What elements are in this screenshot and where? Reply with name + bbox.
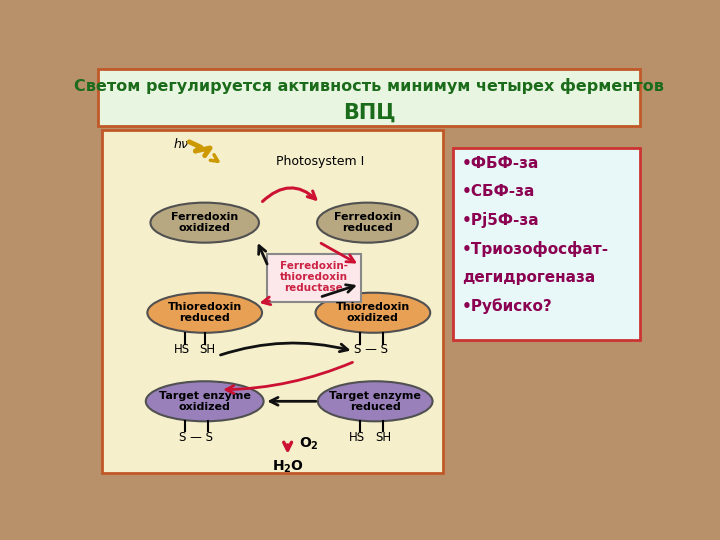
Text: reduced: reduced bbox=[342, 223, 393, 233]
Text: S — S: S — S bbox=[354, 343, 388, 356]
Ellipse shape bbox=[148, 293, 262, 333]
Text: Thioredoxin: Thioredoxin bbox=[336, 302, 410, 312]
Text: S — S: S — S bbox=[179, 431, 213, 444]
Text: $h\nu$: $h\nu$ bbox=[173, 137, 190, 151]
Text: Target enzyme: Target enzyme bbox=[159, 391, 251, 401]
Text: Ferredoxin: Ferredoxin bbox=[171, 212, 238, 222]
Text: $\mathbf{H_2O}$: $\mathbf{H_2O}$ bbox=[271, 458, 304, 475]
Text: reduced: reduced bbox=[350, 402, 400, 411]
Text: oxidized: oxidized bbox=[347, 313, 399, 323]
FancyBboxPatch shape bbox=[102, 130, 443, 473]
Ellipse shape bbox=[317, 202, 418, 242]
Ellipse shape bbox=[318, 381, 433, 421]
Ellipse shape bbox=[150, 202, 259, 242]
Text: Ferredoxin-: Ferredoxin- bbox=[280, 261, 348, 271]
Text: reductase: reductase bbox=[284, 283, 343, 293]
Text: HS: HS bbox=[174, 343, 190, 356]
Text: SH: SH bbox=[199, 343, 215, 356]
Text: Target enzyme: Target enzyme bbox=[329, 391, 421, 401]
Text: $\mathbf{O_2}$: $\mathbf{O_2}$ bbox=[299, 435, 318, 452]
Text: reduced: reduced bbox=[179, 313, 230, 323]
Text: •Рубиско?: •Рубиско? bbox=[462, 298, 553, 314]
Text: •ФБФ-за: •ФБФ-за bbox=[462, 156, 539, 171]
Text: SH: SH bbox=[376, 431, 392, 444]
Text: •Рј5Ф-за: •Рј5Ф-за bbox=[462, 212, 539, 228]
Text: •Триозофосфат-: •Триозофосфат- bbox=[462, 241, 609, 257]
Text: HS: HS bbox=[349, 431, 366, 444]
Ellipse shape bbox=[145, 381, 264, 421]
Text: thioredoxin: thioredoxin bbox=[280, 272, 348, 281]
Text: ВПЦ: ВПЦ bbox=[343, 103, 395, 123]
FancyBboxPatch shape bbox=[266, 254, 361, 302]
Text: Thioredoxin: Thioredoxin bbox=[168, 302, 242, 312]
Text: Ferredoxin: Ferredoxin bbox=[334, 212, 401, 222]
FancyBboxPatch shape bbox=[98, 69, 640, 126]
Text: Photosystem I: Photosystem I bbox=[276, 154, 364, 167]
FancyBboxPatch shape bbox=[453, 148, 640, 340]
Text: oxidized: oxidized bbox=[179, 402, 230, 411]
Text: Светом регулируется активность минимум четырех ферментов: Светом регулируется активность минимум ч… bbox=[74, 78, 664, 93]
Text: oxidized: oxidized bbox=[179, 223, 230, 233]
Text: дегидрогеназа: дегидрогеназа bbox=[462, 270, 595, 285]
Ellipse shape bbox=[315, 293, 431, 333]
Text: •СБФ-за: •СБФ-за bbox=[462, 184, 536, 199]
